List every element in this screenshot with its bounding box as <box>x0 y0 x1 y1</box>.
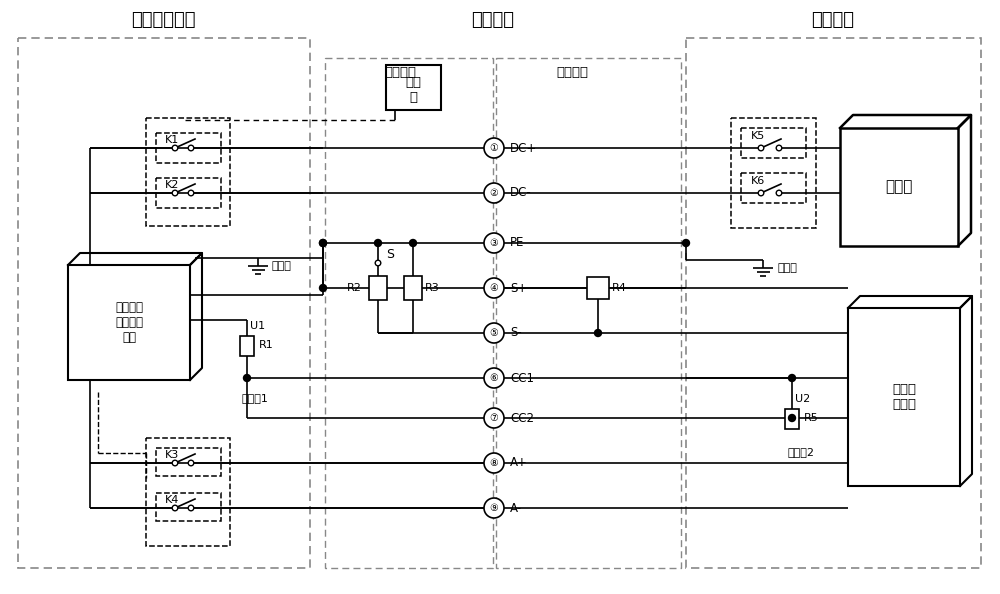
Text: ⑤: ⑤ <box>490 328 498 338</box>
Bar <box>731 118 816 228</box>
Circle shape <box>320 285 326 292</box>
Text: K6: K6 <box>751 176 765 186</box>
Circle shape <box>188 505 194 511</box>
Circle shape <box>484 278 504 298</box>
Bar <box>785 409 799 429</box>
Text: ⑨: ⑨ <box>490 503 498 513</box>
Circle shape <box>484 498 504 518</box>
Circle shape <box>188 190 194 196</box>
Circle shape <box>484 408 504 428</box>
Circle shape <box>484 368 504 388</box>
Circle shape <box>484 138 504 158</box>
Text: PE: PE <box>510 236 524 249</box>
Circle shape <box>172 505 178 511</box>
Text: A-: A- <box>510 501 522 514</box>
Text: K4: K4 <box>165 495 179 505</box>
Bar <box>240 336 254 356</box>
Circle shape <box>172 145 178 151</box>
Bar <box>156 493 221 521</box>
Bar <box>386 65 441 110</box>
Circle shape <box>320 239 326 247</box>
Text: 非车载充电机: 非车载充电机 <box>131 11 195 29</box>
Circle shape <box>188 460 194 466</box>
Text: R2: R2 <box>347 283 362 293</box>
Bar <box>587 277 609 299</box>
Circle shape <box>594 330 602 336</box>
Circle shape <box>788 374 796 381</box>
Text: 车身地: 车身地 <box>777 263 797 273</box>
Bar <box>686 38 981 568</box>
Bar <box>146 118 230 226</box>
Text: S: S <box>386 248 394 261</box>
Text: K3: K3 <box>165 450 179 460</box>
Circle shape <box>484 453 504 473</box>
Bar <box>840 128 958 246</box>
Circle shape <box>374 239 382 247</box>
Text: CC2: CC2 <box>510 412 534 425</box>
Text: S-: S- <box>510 327 522 340</box>
Text: CC1: CC1 <box>510 371 534 384</box>
Circle shape <box>484 183 504 203</box>
Bar <box>848 308 960 486</box>
Text: 电动汽车: 电动汽车 <box>812 11 854 29</box>
Text: ④: ④ <box>490 283 498 293</box>
Text: ①: ① <box>490 143 498 153</box>
Text: U2: U2 <box>795 394 810 404</box>
Bar <box>68 265 190 380</box>
Circle shape <box>244 374 250 381</box>
Text: 车辆插头: 车辆插头 <box>384 67 416 80</box>
Text: K5: K5 <box>751 131 765 141</box>
Text: 电子
锁: 电子 锁 <box>405 76 421 104</box>
Text: A+: A+ <box>510 457 528 469</box>
Text: 检测点2: 检测点2 <box>787 447 814 457</box>
Bar <box>156 178 221 208</box>
Text: R5: R5 <box>804 413 819 423</box>
Circle shape <box>682 239 690 247</box>
Text: R1: R1 <box>259 340 274 350</box>
Text: 设备地: 设备地 <box>272 261 292 271</box>
Circle shape <box>320 239 326 247</box>
Circle shape <box>776 145 782 151</box>
Text: 电池包: 电池包 <box>885 179 913 194</box>
Circle shape <box>172 460 178 466</box>
Text: ⑥: ⑥ <box>490 373 498 383</box>
Text: 车辆控
制装置: 车辆控 制装置 <box>892 383 916 411</box>
Text: K1: K1 <box>165 135 179 145</box>
Text: DC-: DC- <box>510 187 532 200</box>
Bar <box>156 133 221 163</box>
Bar <box>146 438 230 546</box>
Text: DC+: DC+ <box>510 141 537 154</box>
Bar <box>156 448 221 476</box>
Bar <box>18 38 310 568</box>
Circle shape <box>484 233 504 253</box>
Circle shape <box>484 323 504 343</box>
Text: 检测点1: 检测点1 <box>242 393 269 403</box>
Bar <box>369 276 387 300</box>
Text: K2: K2 <box>165 180 179 190</box>
Text: ⑧: ⑧ <box>490 458 498 468</box>
Circle shape <box>172 190 178 196</box>
Text: ③: ③ <box>490 238 498 248</box>
Text: ②: ② <box>490 188 498 198</box>
Text: R3: R3 <box>425 283 440 293</box>
Circle shape <box>788 415 796 422</box>
Circle shape <box>188 145 194 151</box>
Bar <box>741 128 806 158</box>
Circle shape <box>776 190 782 196</box>
Bar <box>404 276 422 300</box>
Circle shape <box>758 145 764 151</box>
Text: 非车载充
电机控制
装置: 非车载充 电机控制 装置 <box>115 301 143 344</box>
Text: 车辆接口: 车辆接口 <box>472 11 514 29</box>
Text: R4: R4 <box>612 283 627 293</box>
Bar <box>496 58 681 568</box>
Text: ⑦: ⑦ <box>490 413 498 423</box>
Bar <box>741 173 806 203</box>
Text: U1: U1 <box>250 321 265 331</box>
Circle shape <box>375 260 381 266</box>
Circle shape <box>758 190 764 196</box>
Circle shape <box>410 239 416 247</box>
Text: 车辆插座: 车辆插座 <box>556 67 588 80</box>
Text: S+: S+ <box>510 282 527 295</box>
Bar <box>325 58 493 568</box>
